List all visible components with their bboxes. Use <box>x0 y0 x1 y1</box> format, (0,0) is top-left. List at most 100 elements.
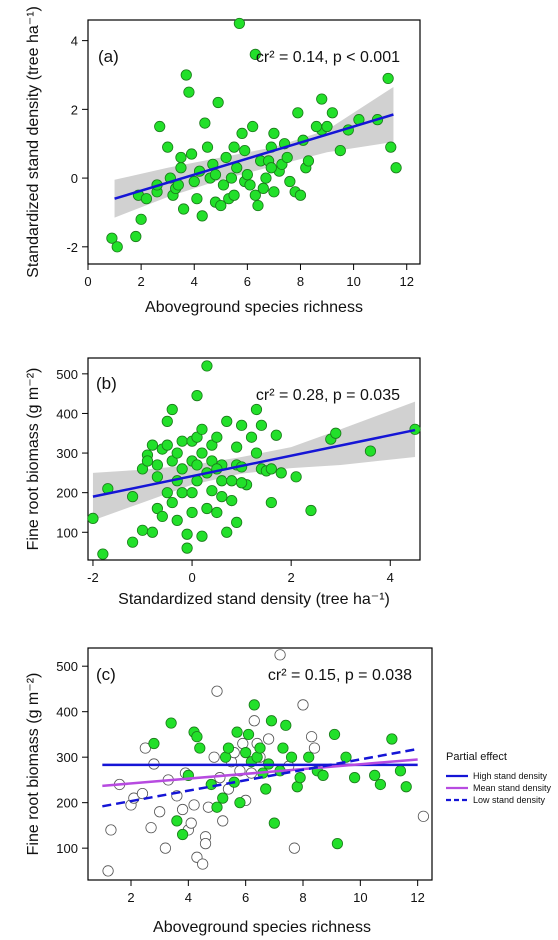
legend-label: Mean stand density <box>473 783 552 793</box>
panel-c-filled-point <box>148 737 160 750</box>
panel-a-point <box>268 186 280 198</box>
panel-b-point <box>221 526 233 538</box>
panel-a-point <box>183 86 195 98</box>
panel-a-point <box>228 189 240 201</box>
panel-c-ytick-label: 100 <box>56 841 78 856</box>
panel-c-ytick-label: 300 <box>56 750 78 765</box>
panel-b-xtick-label: 0 <box>188 570 195 585</box>
panel-c-hollow-point <box>211 685 223 697</box>
panel-a-xtick-label: 8 <box>297 274 304 289</box>
panel-b-point <box>226 494 238 507</box>
panel-b-point <box>176 463 188 475</box>
panel-a-point <box>326 107 338 119</box>
panel-a-point <box>180 69 192 81</box>
panel-a-point <box>265 162 277 174</box>
panel-b-point <box>216 475 228 487</box>
panel-b-point <box>250 403 263 416</box>
panel-b-point <box>161 415 173 427</box>
panel-b-point <box>196 530 208 542</box>
panel-c-points <box>102 649 429 877</box>
panel-c-filled-point <box>348 772 361 784</box>
panel-a-ytick-label: 4 <box>71 34 78 49</box>
panel-a-point <box>241 169 253 181</box>
panel-c-filled-point <box>369 769 381 781</box>
panel-b-point <box>136 524 149 536</box>
panel-a-point <box>385 141 397 153</box>
panel-c-filled-point <box>374 778 386 791</box>
panel-b-point <box>176 435 188 447</box>
panel-a-point <box>334 144 346 157</box>
panel-a-point <box>185 148 198 160</box>
panel-b-point <box>364 445 377 457</box>
panel-c-hollow-point <box>217 815 229 827</box>
panel-c-xtick-label: 12 <box>410 890 424 905</box>
panel-a-points <box>106 17 402 253</box>
panel-c-filled-point <box>265 715 278 727</box>
panel-b-ytick-label: 100 <box>56 525 78 540</box>
panel-c-xtick-label: 4 <box>185 890 192 905</box>
panel-b-label: (b) <box>96 374 117 393</box>
panel-c-hollow-point <box>214 772 226 784</box>
panel-a-xtick-label: 2 <box>138 274 145 289</box>
panel-c-filled-point <box>217 792 229 804</box>
panel-c-filled-point <box>234 797 246 809</box>
panel-b-point <box>206 439 218 451</box>
panel-b-point <box>250 447 263 459</box>
panel-c-filled-point <box>331 838 343 850</box>
panel-b-stat: cr² = 0.28, p = 0.035 <box>256 387 400 404</box>
panel-b-point <box>141 455 154 467</box>
panel-a-point <box>212 96 224 109</box>
panel-b-point <box>161 487 173 499</box>
panel-a-point <box>244 179 256 191</box>
panel-a-point <box>382 72 394 85</box>
panel-c-hollow-point <box>417 810 429 822</box>
panel-b-point <box>265 463 277 475</box>
panel-a-point <box>284 175 296 188</box>
panel-a-axes: 0 2 4 6 8 10 12 -2 0 2 4 <box>66 34 414 289</box>
panel-b-ytick-label: 300 <box>56 446 78 461</box>
panel-a-ytick-label: -2 <box>66 240 78 255</box>
panel-c-filled-point <box>222 742 235 754</box>
panel-c-xtick-label: 2 <box>127 890 134 905</box>
panel-b-point <box>409 423 421 435</box>
panel-c-filled-point <box>328 728 341 741</box>
panel-a-ylabel: Standardized stand density (tree ha⁻¹) <box>25 6 42 278</box>
panel-a-point <box>390 162 402 174</box>
panel-b-point <box>255 419 268 431</box>
panel-a-stat: cr² = 0.14, p < 0.001 <box>256 49 400 66</box>
panel-a-point <box>233 17 245 30</box>
panel-b-point <box>330 427 342 439</box>
panel-b-point <box>171 447 183 459</box>
panel-b-point <box>146 526 159 538</box>
legend-title: Partial effect <box>446 751 507 763</box>
panel-c-ytick-label: 200 <box>56 796 78 811</box>
panel-c-hollow-point <box>308 742 321 754</box>
panel-c-filled-point <box>285 751 298 763</box>
panel-b-point <box>191 431 203 443</box>
panel-b-frame <box>87 357 421 561</box>
panel-a-point <box>252 199 264 212</box>
panel-b-point <box>151 459 163 471</box>
panel-b-point <box>231 441 243 453</box>
panel-c-filled-point <box>194 742 206 754</box>
panel-b-point <box>265 496 277 509</box>
legend-label: High stand density <box>473 771 548 781</box>
panel-b-point <box>171 514 183 526</box>
panel-a-ytick-label: 2 <box>71 102 78 117</box>
panel-b-point <box>216 491 228 503</box>
legend-items: High stand density Mean stand density Low … <box>446 771 552 805</box>
panel-a-point <box>130 230 142 243</box>
panel-c-hollow-point <box>177 803 189 816</box>
panel-c-hollow-point <box>154 806 166 818</box>
panel-c-hollow-point <box>248 715 260 727</box>
panel-c-filled-point <box>277 742 289 754</box>
panel-c-ytick-label: 400 <box>56 705 78 720</box>
panel-a-label: (a) <box>98 47 119 66</box>
panel-c-hollow-point <box>262 733 275 745</box>
panel-c-hollow-point <box>105 824 117 836</box>
panel-b-ylabel: Fine root biomass (g m⁻²) <box>25 368 42 551</box>
panel-b-point <box>290 471 302 483</box>
panel-c-filled-point <box>231 726 243 738</box>
panel-b-point <box>206 485 218 497</box>
panel-c-filled-point <box>400 781 412 793</box>
